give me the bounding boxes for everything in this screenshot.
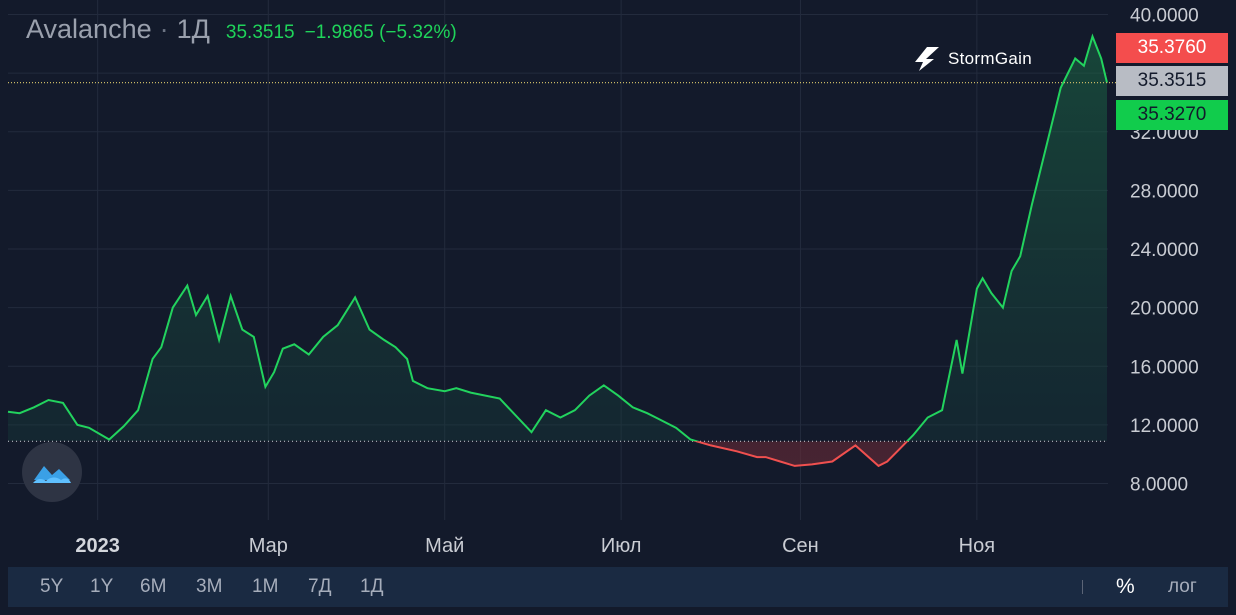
period-toolbar: 5Y 1Y 6M 3M 1M 7Д 1Д % лог (8, 567, 1228, 607)
period-3m-button[interactable]: 3M (196, 576, 223, 597)
y-tick-label: 12.0000 (1130, 416, 1199, 437)
price-chart[interactable]: 8.0000 12.0000 16.0000 20.0000 24.0000 28.000… (0, 0, 1236, 567)
period-1m-button[interactable]: 1M (252, 576, 279, 597)
x-tick-label: Июл (601, 535, 642, 557)
x-axis-labels: 2023 Мар Май Июл Сен Ноя (75, 535, 995, 557)
y-tick-label: 28.0000 (1130, 181, 1199, 202)
symbol-name: Avalanche (26, 14, 152, 44)
ask-price-badge: 35.3760 (1116, 33, 1228, 63)
toolbar-divider (1082, 580, 1083, 594)
period-5y-button[interactable]: 5Y (40, 576, 64, 597)
stormgain-brand: StormGain (914, 46, 1032, 72)
area-above-baseline (8, 36, 1107, 442)
cloud-chart-icon (33, 466, 71, 483)
period-1y-button[interactable]: 1Y (90, 576, 114, 597)
grid-lines (8, 0, 1108, 520)
x-tick-label: Ноя (959, 535, 995, 557)
period-7d-button[interactable]: 7Д (308, 576, 332, 597)
percent-scale-toggle[interactable]: % (1116, 575, 1135, 598)
y-tick-label: 40.0000 (1130, 6, 1199, 27)
y-tick-label: 8.0000 (1130, 475, 1188, 496)
x-tick-label: 2023 (75, 535, 120, 557)
chart-area-fill (8, 36, 1107, 466)
last-price-badge: 35.3515 (1116, 66, 1228, 96)
timeframe-label: 1Д (176, 14, 210, 44)
period-6m-button[interactable]: 6M (140, 576, 167, 597)
brand-name: StormGain (948, 49, 1032, 68)
period-1d-button[interactable]: 1Д (360, 576, 384, 597)
stormgain-logo-icon (915, 47, 939, 71)
price-line-up[interactable] (7, 33, 1108, 466)
header-separator: · (159, 14, 169, 44)
x-tick-label: Сен (782, 535, 819, 557)
price-change: −1.9865 (−5.32%) (304, 22, 457, 43)
x-tick-label: Май (425, 535, 464, 557)
bid-price-badge: 35.3270 (1116, 100, 1228, 130)
chart-header: Avalanche · 1Д 35.3515 −1.9865 (−5.32%) (26, 14, 467, 45)
y-tick-label: 16.0000 (1130, 357, 1199, 378)
y-tick-label: 20.0000 (1130, 299, 1199, 320)
y-tick-label: 24.0000 (1130, 240, 1199, 261)
last-price: 35.3515 (225, 22, 295, 43)
x-tick-label: Мар (249, 535, 288, 557)
avalanche-logo (22, 442, 82, 502)
log-scale-toggle[interactable]: лог (1168, 576, 1197, 597)
area-below-baseline (8, 441, 1107, 466)
